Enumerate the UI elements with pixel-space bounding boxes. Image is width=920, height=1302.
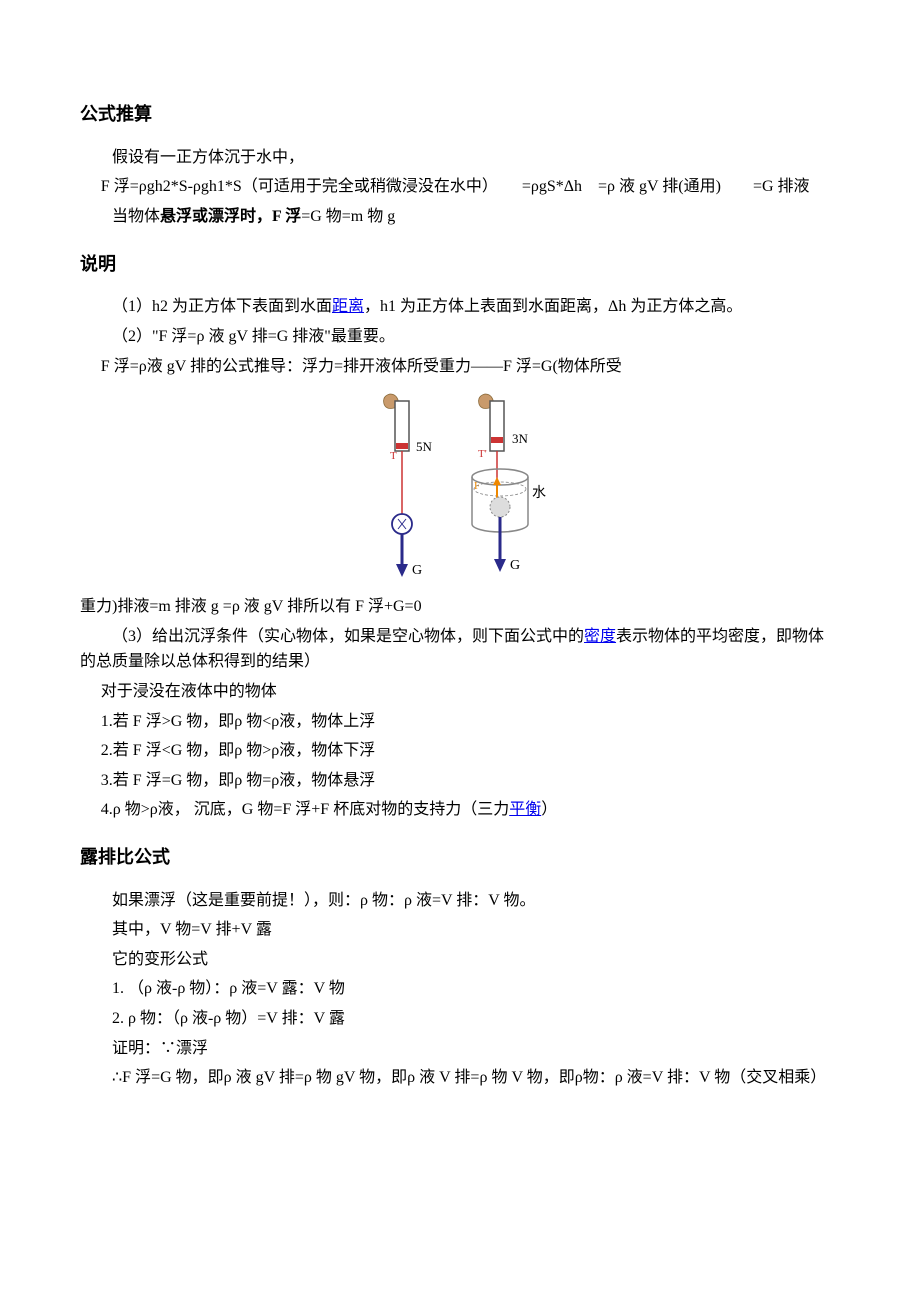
s1-p3-pre: 当物体 — [112, 208, 160, 225]
heading-explanation: 说明 — [80, 250, 840, 279]
diagram-g2-label: G — [510, 558, 520, 573]
buoyancy-diagram: T 5N G T' 3N F 水 — [350, 389, 570, 589]
s3-p1: 如果漂浮（这是重要前提！），则：ρ 物：ρ 液=V 排：V 物。 — [80, 888, 840, 914]
diagram-3n-label: 3N — [512, 431, 529, 446]
s3-p2: 其中，V 物=V 排+V 露 — [80, 917, 840, 943]
s2-p9: 3.若 F 浮=G 物，即ρ 物=ρ液，物体悬浮 — [80, 768, 840, 794]
s2-p6: 对于浸没在液体中的物体 — [80, 679, 840, 705]
s2-p5: （3）给出沉浮条件（实心物体，如果是空心物体，则下面公式中的密度表示物体的平均密… — [80, 624, 840, 675]
heading-formula-derivation: 公式推算 — [80, 100, 840, 129]
s1-p3: 当物体悬浮或漂浮时，F 浮=G 物=m 物 g — [80, 204, 840, 230]
diagram-right: T' 3N F 水 G — [472, 394, 546, 573]
s3-p4: 1. （ρ 液-ρ 物）：ρ 液=V 露：V 物 — [80, 976, 840, 1002]
diagram-g1-label: G — [412, 563, 422, 578]
s3-p5: 2. ρ 物：（ρ 液-ρ 物）=V 排：V 露 — [80, 1006, 840, 1032]
s2-p1: （1）h2 为正方体下表面到水面距离，h1 为正方体上表面到水面距离，Δh 为正… — [80, 294, 840, 320]
s2-p10: 4.ρ 物>ρ液， 沉底，G 物=F 浮+F 杯底对物的支持力（三力平衡） — [80, 797, 840, 823]
s3-p6: 证明：∵漂浮 — [80, 1036, 840, 1062]
s2-p4: 重力)排液=m 排液 g =ρ 液 gV 排所以有 F 浮+G=0 — [80, 594, 840, 620]
s2-p10-post: ） — [541, 801, 557, 818]
s1-p2: F 浮=ρgh2*S-ρgh1*S（可适用于完全或稍微浸没在水中） =ρgS*Δ… — [80, 174, 840, 200]
s1-p3-post: =G 物=m 物 g — [301, 208, 395, 225]
diagram-left: T 5N G — [384, 394, 433, 578]
diagram-t2-label: T' — [478, 448, 487, 460]
s2-p8: 2.若 F 浮<G 物，即ρ 物>ρ液，物体下浮 — [80, 738, 840, 764]
link-balance[interactable]: 平衡 — [509, 801, 541, 818]
link-distance[interactable]: 距离 — [332, 298, 364, 315]
s2-p1-pre: （1）h2 为正方体下表面到水面 — [112, 298, 332, 315]
s2-p5-pre: （3）给出沉浮条件（实心物体，如果是空心物体，则下面公式中的 — [112, 628, 584, 645]
s2-p3: F 浮=ρ液 gV 排的公式推导：浮力=排开液体所受重力——F 浮=G(物体所受 — [80, 354, 840, 380]
s3-p7: ∴F 浮=G 物，即ρ 液 gV 排=ρ 物 gV 物，即ρ 液 V 排=ρ 物… — [80, 1065, 840, 1091]
s1-p1: 假设有一正方体沉于水中， — [80, 145, 840, 171]
s1-p3-bold: 悬浮或漂浮时，F 浮 — [160, 208, 301, 225]
s2-p10-pre: 4.ρ 物>ρ液， 沉底，G 物=F 浮+F 杯底对物的支持力（三力 — [101, 801, 509, 818]
s3-p3: 它的变形公式 — [80, 947, 840, 973]
link-density[interactable]: 密度 — [584, 628, 616, 645]
s2-p2: （2）"F 浮=ρ 液 gV 排=G 排液"最重要。 — [80, 324, 840, 350]
s2-p7: 1.若 F 浮>G 物，即ρ 物<ρ液，物体上浮 — [80, 709, 840, 735]
s2-p1-post: ，h1 为正方体上表面到水面距离，Δh 为正方体之高。 — [364, 298, 742, 315]
heading-exposed-ratio: 露排比公式 — [80, 843, 840, 872]
diagram-5n-label: 5N — [416, 439, 433, 454]
s1-p2-text: F 浮=ρgh2*S-ρgh1*S（可适用于完全或稍微浸没在水中） =ρgS*Δ… — [101, 178, 810, 195]
diagram-water-label: 水 — [532, 485, 546, 501]
diagram-t1-label: T — [390, 450, 397, 462]
